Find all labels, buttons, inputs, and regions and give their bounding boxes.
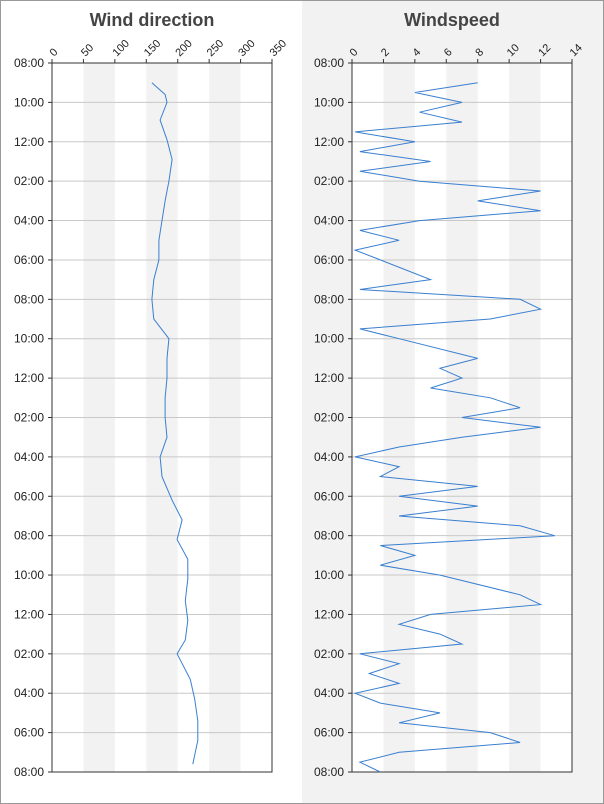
time-tick-label: 02:00 [14,647,44,661]
plot-border [351,62,573,773]
time-tick-label: 12:00 [314,371,344,385]
time-tick-label: 10:00 [14,332,44,346]
time-tick-label: 04:00 [14,214,44,228]
time-tick-label: 12:00 [14,371,44,385]
time-tick-label: 08:00 [314,56,344,70]
time-tick-label: 02:00 [314,647,344,661]
time-tick-label: 08:00 [314,292,344,306]
time-tick-label: 12:00 [314,135,344,149]
time-tick-label: 12:00 [314,607,344,621]
time-tick-label: 02:00 [314,411,344,425]
time-tick-label: 06:00 [314,489,344,503]
time-tick-label: 06:00 [14,726,44,740]
time-tick-label: 10:00 [314,568,344,582]
time-tick-label: 06:00 [14,253,44,267]
time-tick-label: 10:00 [314,332,344,346]
time-tick-label: 02:00 [14,411,44,425]
time-tick-label: 10:00 [14,568,44,582]
time-tick-label: 06:00 [14,489,44,503]
time-tick-label: 04:00 [314,686,344,700]
time-tick-label: 08:00 [314,529,344,543]
plot-border [51,62,273,773]
time-tick-label: 08:00 [14,56,44,70]
time-tick-label: 08:00 [14,292,44,306]
time-tick-label: 12:00 [14,135,44,149]
data-line [151,82,199,765]
time-tick-label: 10:00 [14,95,44,109]
data-line [353,82,555,773]
time-tick-label: 04:00 [14,686,44,700]
time-tick-label: 06:00 [314,253,344,267]
time-tick-label: 02:00 [314,174,344,188]
time-tick-label: 08:00 [14,529,44,543]
time-tick-label: 10:00 [314,95,344,109]
time-tick-label: 04:00 [314,214,344,228]
time-tick-label: 04:00 [314,450,344,464]
chart-title: Wind direction [90,10,215,30]
time-tick-label: 12:00 [14,607,44,621]
chart-title: Windspeed [404,10,500,30]
time-tick-label: 04:00 [14,450,44,464]
time-tick-label: 06:00 [314,726,344,740]
time-tick-label: 08:00 [14,765,44,779]
time-tick-label: 08:00 [314,765,344,779]
time-tick-label: 02:00 [14,174,44,188]
